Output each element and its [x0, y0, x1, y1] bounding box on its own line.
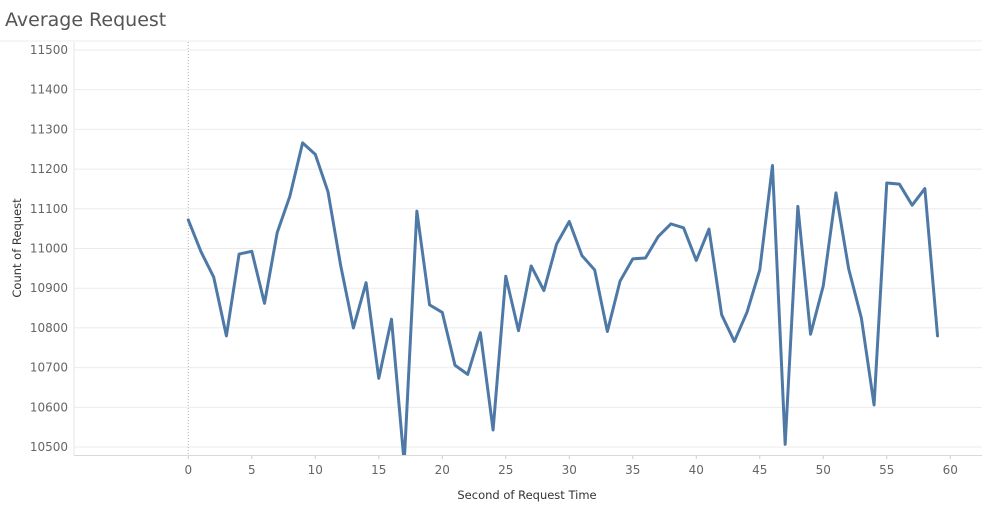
data-point[interactable]: [667, 220, 674, 227]
data-point[interactable]: [617, 278, 624, 285]
y-tick-label: 11100: [30, 202, 68, 216]
series-line: [186, 141, 940, 455]
x-tick-label: 5: [248, 463, 256, 477]
data-point[interactable]: [274, 229, 281, 236]
data-point[interactable]: [744, 309, 751, 316]
data-point[interactable]: [769, 162, 776, 169]
y-tick-label: 11200: [30, 162, 68, 176]
x-tick-label: 45: [752, 463, 767, 477]
data-point[interactable]: [426, 301, 433, 308]
data-point[interactable]: [553, 241, 560, 248]
data-point[interactable]: [350, 324, 357, 331]
data-point[interactable]: [477, 329, 484, 336]
data-point[interactable]: [236, 251, 243, 258]
data-point[interactable]: [197, 248, 204, 255]
data-point[interactable]: [705, 226, 712, 233]
data-point[interactable]: [464, 371, 471, 378]
data-point[interactable]: [413, 208, 420, 215]
data-point[interactable]: [604, 328, 611, 335]
x-tick-label: 60: [943, 463, 958, 477]
data-point[interactable]: [680, 224, 687, 231]
data-point[interactable]: [528, 262, 535, 269]
data-point[interactable]: [375, 375, 382, 382]
y-axis-title: Count of Request: [10, 198, 24, 298]
data-point[interactable]: [261, 300, 268, 307]
data-point[interactable]: [248, 248, 255, 255]
data-point[interactable]: [490, 426, 497, 433]
data-point[interactable]: [540, 287, 547, 294]
chart-title: Average Request: [5, 9, 167, 31]
y-tick-label: 10900: [30, 281, 68, 295]
x-tick-label: 40: [689, 463, 704, 477]
x-axis: 0 5 10 15 20 25 30 35 40 45 50 55 60: [74, 455, 982, 477]
y-axis: 10500 10600 10700 10800 10900 11000 11100 11200…: [30, 42, 75, 455]
x-tick-label: 35: [625, 463, 640, 477]
data-point[interactable]: [286, 193, 293, 200]
y-tick-label: 10800: [30, 321, 68, 335]
data-point[interactable]: [883, 179, 890, 186]
data-point[interactable]: [832, 189, 839, 196]
x-tick-label: 50: [816, 463, 831, 477]
x-tick-label: 0: [184, 463, 192, 477]
series-area: [185, 139, 941, 466]
data-point[interactable]: [921, 185, 928, 192]
data-point[interactable]: [388, 316, 395, 323]
data-point[interactable]: [655, 233, 662, 240]
y-tick-label: 11500: [30, 43, 68, 57]
data-point[interactable]: [299, 139, 306, 146]
y-tick-label: 10600: [30, 400, 68, 414]
data-point[interactable]: [451, 362, 458, 369]
data-point[interactable]: [693, 257, 700, 264]
y-tick-label: 10500: [30, 440, 68, 454]
data-point[interactable]: [807, 331, 814, 338]
data-point[interactable]: [312, 151, 319, 158]
data-point[interactable]: [502, 273, 509, 280]
data-point[interactable]: [591, 266, 598, 273]
x-tick-label: 15: [371, 463, 386, 477]
y-tick-label: 11000: [30, 242, 68, 256]
data-point[interactable]: [782, 441, 789, 448]
data-point[interactable]: [934, 332, 941, 339]
x-axis-title: Second of Request Time: [457, 488, 596, 502]
x-tick-label: 10: [308, 463, 323, 477]
data-point[interactable]: [578, 252, 585, 259]
data-point[interactable]: [642, 255, 649, 262]
x-tick-label: 55: [879, 463, 894, 477]
data-point[interactable]: [820, 282, 827, 289]
data-point[interactable]: [185, 216, 192, 223]
data-point[interactable]: [210, 274, 217, 281]
data-point[interactable]: [324, 188, 331, 195]
data-point[interactable]: [896, 181, 903, 188]
x-tick-label: 20: [435, 463, 450, 477]
data-point[interactable]: [515, 327, 522, 334]
data-point[interactable]: [629, 255, 636, 262]
data-point[interactable]: [858, 314, 865, 321]
gridlines: [74, 49, 982, 448]
data-point[interactable]: [718, 311, 725, 318]
x-tick-label: 25: [498, 463, 513, 477]
data-point[interactable]: [439, 309, 446, 316]
data-point[interactable]: [363, 279, 370, 286]
data-point[interactable]: [337, 262, 344, 269]
y-tick-label: 10700: [30, 361, 68, 375]
y-tick-label: 11400: [30, 83, 68, 97]
data-point[interactable]: [871, 401, 878, 408]
y-tick-label: 11300: [30, 122, 68, 136]
data-point[interactable]: [845, 265, 852, 272]
data-point[interactable]: [223, 332, 230, 339]
x-tick-label: 30: [562, 463, 577, 477]
data-point[interactable]: [401, 459, 408, 466]
data-point[interactable]: [909, 202, 916, 209]
data-point[interactable]: [731, 338, 738, 345]
data-point[interactable]: [794, 203, 801, 210]
data-point[interactable]: [756, 266, 763, 273]
data-point[interactable]: [566, 218, 573, 225]
